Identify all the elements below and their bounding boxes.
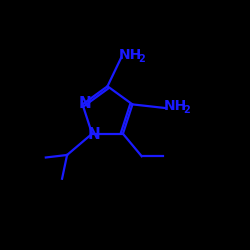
Text: N: N [88,127,101,142]
Text: 2: 2 [138,54,145,64]
Text: N: N [78,96,91,112]
Text: NH: NH [164,99,187,113]
Text: NH: NH [119,48,142,62]
Text: 2: 2 [183,105,190,115]
